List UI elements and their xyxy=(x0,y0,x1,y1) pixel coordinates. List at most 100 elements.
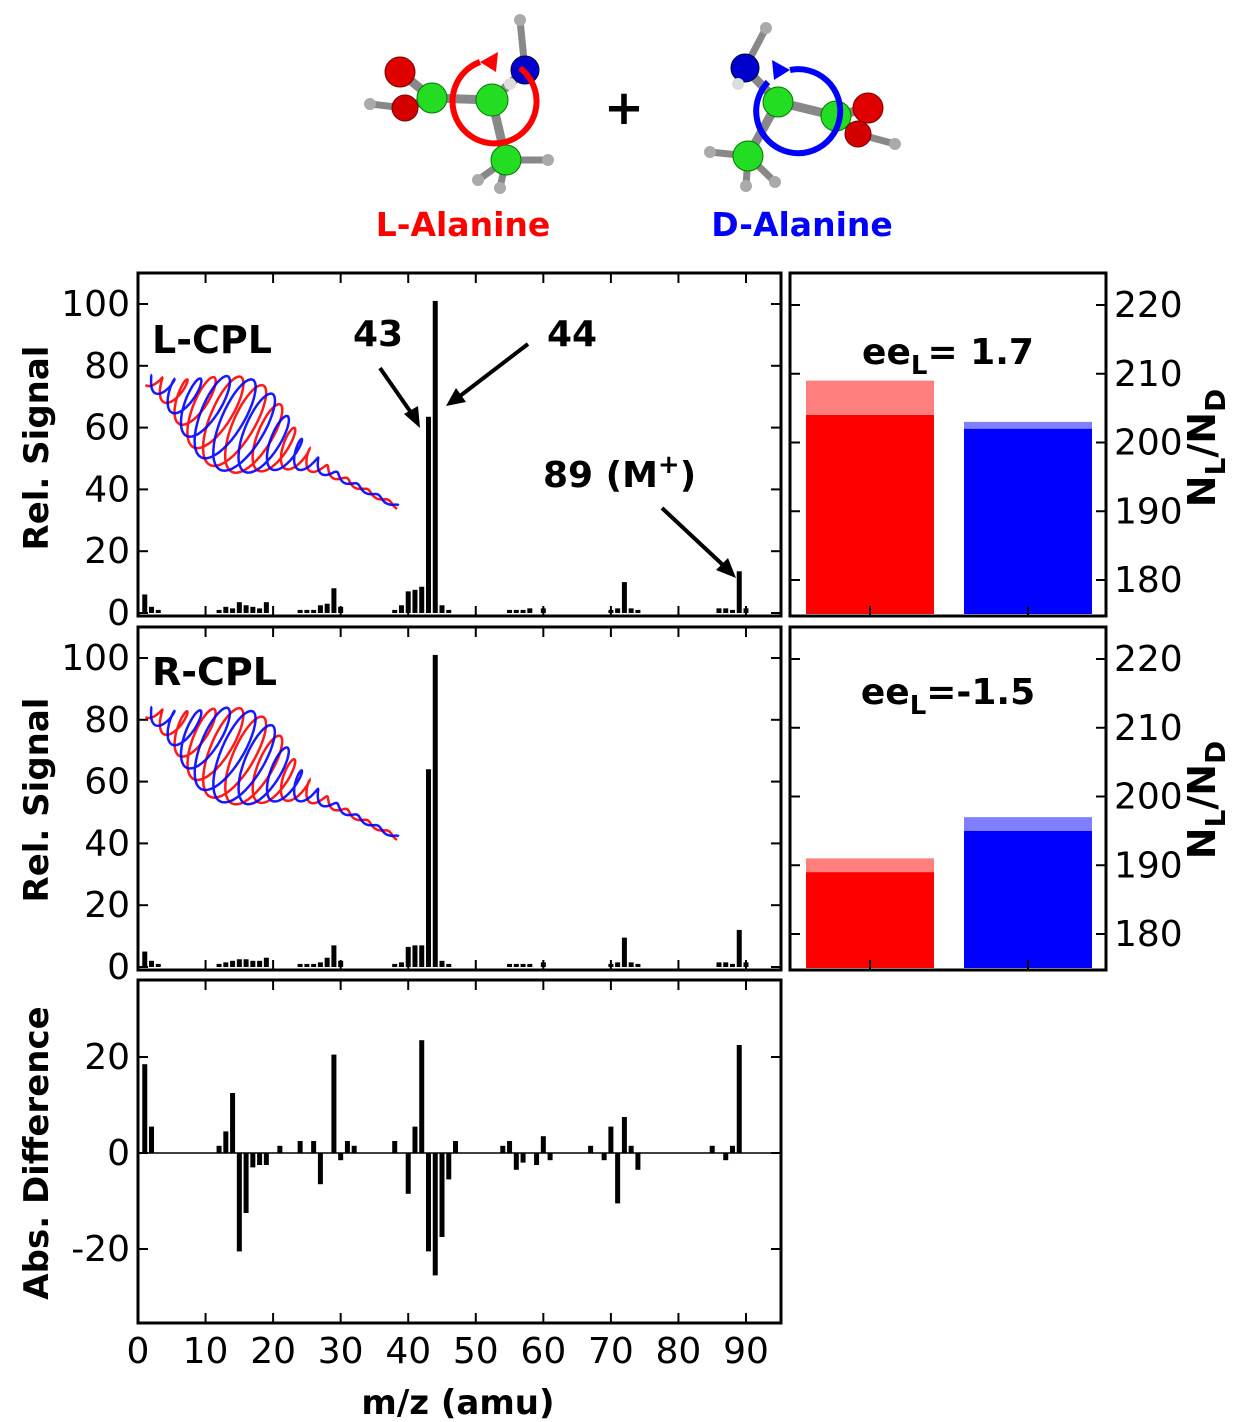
spectrum-bar xyxy=(729,1145,735,1153)
y-tick-label: 0 xyxy=(107,593,130,634)
spectrum-bar xyxy=(507,963,513,967)
difference-frame xyxy=(136,978,783,1325)
spectrum-bar xyxy=(398,605,404,613)
y-tick-label: 180 xyxy=(1114,914,1183,955)
spectrum-bar xyxy=(534,1153,540,1165)
spectrum-bar xyxy=(405,1153,411,1194)
l-cpl-ylabel: Rel. Signal xyxy=(17,346,57,551)
spectrum-bar xyxy=(392,963,398,967)
spectrum-bar xyxy=(223,962,229,967)
spectrum-bar xyxy=(243,605,249,613)
spectrum-bar xyxy=(588,1145,594,1153)
spectrum-bar xyxy=(236,959,242,967)
spectrum-bar xyxy=(392,609,398,613)
spectrum-bar xyxy=(635,1153,641,1170)
y-tick-label: 80 xyxy=(84,346,130,387)
ratio-bar-uncertainty xyxy=(806,858,934,873)
spectrum-bar xyxy=(729,609,735,613)
ratio-bar-uncertainty xyxy=(806,380,934,415)
r-cpl-tag: R-CPL xyxy=(152,650,277,694)
spectrum-bar xyxy=(540,1136,546,1153)
spectrum-bar xyxy=(513,609,519,613)
spectrum-bar xyxy=(344,1141,350,1153)
spectrum-bar xyxy=(155,963,161,967)
spectrum-bar xyxy=(304,609,310,613)
spectrum-bar xyxy=(257,1153,263,1165)
spectrum-bar xyxy=(311,963,317,967)
peak-44-label: 44 xyxy=(547,314,597,355)
y-tick-label: 20 xyxy=(84,885,130,926)
spectrum-bar xyxy=(425,416,431,613)
y-tick-label: 60 xyxy=(84,408,130,449)
wave-strand xyxy=(149,373,400,507)
x-tick-label: 20 xyxy=(250,1331,296,1372)
y-tick-label: 40 xyxy=(84,469,130,510)
spectrum-bar xyxy=(398,962,404,967)
ratio-bar-l xyxy=(806,872,934,968)
spectrum-bar xyxy=(250,1153,256,1168)
ratio-bar-d xyxy=(964,428,1092,614)
ratio-bar-l xyxy=(806,415,934,614)
peak-44-arrow xyxy=(446,342,530,406)
r-cpl-ylabel: Rel. Signal xyxy=(17,698,57,903)
r-cpl-light-wave-icon xyxy=(144,705,400,841)
spectrum-bar xyxy=(628,1145,634,1153)
spectrum-bar xyxy=(142,951,148,967)
y-tick-label: 190 xyxy=(1114,491,1183,532)
spectrum-bar xyxy=(230,608,236,613)
spectrum-bar xyxy=(324,603,330,613)
l-alanine-molecule-icon xyxy=(364,14,554,194)
x-tick-label: 80 xyxy=(656,1331,702,1372)
peak-43-arrow xyxy=(378,366,420,428)
r-cpl-ratio-frame xyxy=(788,625,1108,972)
spectrum-bar xyxy=(615,1153,621,1204)
spectrum-bar xyxy=(716,962,722,967)
y-tick-label: 190 xyxy=(1114,845,1183,886)
x-tick-label: 90 xyxy=(723,1331,769,1372)
spectrum-bar xyxy=(716,608,722,613)
spectrum-bar xyxy=(149,606,155,613)
y-tick-label: 80 xyxy=(84,700,130,741)
r-cpl-spectrum: 0 20 40 60 80 100 xyxy=(61,627,781,988)
peak-89-arrow xyxy=(660,506,736,578)
y-tick-label: 100 xyxy=(61,284,130,325)
r-cpl-ee-label: eeL=-1.5 xyxy=(861,672,1035,721)
y-tick-label: 60 xyxy=(84,762,130,803)
l-cpl-ee-label: eeL= 1.7 xyxy=(862,332,1034,381)
y-tick-label: 180 xyxy=(1114,560,1183,601)
spectrum-bar xyxy=(453,1141,459,1153)
x-tick-label: 10 xyxy=(183,1331,229,1372)
spectrum-bar xyxy=(331,588,337,613)
spectrum-bar xyxy=(520,1153,526,1163)
spectrum-bar xyxy=(439,605,445,613)
spectrum-bar xyxy=(446,609,452,613)
spectrum-bar xyxy=(621,937,627,967)
spectrum-bar xyxy=(419,945,425,967)
spectrum-bar xyxy=(223,1131,229,1153)
l-cpl-ratio-ylabel: NL/ND xyxy=(1180,389,1232,508)
spectrum-bar xyxy=(243,1153,249,1213)
spectrum-bar xyxy=(628,962,634,967)
difference-spectrum: -20 0 20 0 10 20 30 40 50 60 70 80 90 xyxy=(71,980,781,1372)
d-alanine-label: D-Alanine xyxy=(711,205,893,244)
l-cpl-tag: L-CPL xyxy=(152,318,272,362)
spectrum-bar xyxy=(317,962,323,967)
spectrum-bar xyxy=(527,608,533,613)
y-tick-label: 210 xyxy=(1114,354,1183,395)
spectrum-bar xyxy=(331,945,337,967)
spectrum-bar xyxy=(723,1153,729,1161)
spectrum-bar xyxy=(142,594,148,613)
spectrum-bar xyxy=(149,1126,155,1153)
spectrum-bar xyxy=(236,1153,242,1252)
y-tick-label: 20 xyxy=(84,531,130,572)
spectrum-bar xyxy=(317,1153,323,1185)
spectrum-bar xyxy=(635,963,641,967)
l-cpl-spectrum: 0 20 40 60 80 100 xyxy=(61,273,781,634)
spectrum-bar xyxy=(621,582,627,613)
wave-strand xyxy=(144,706,398,841)
xlabel: m/z (amu) xyxy=(361,1383,554,1422)
spectrum-bar xyxy=(250,606,256,613)
spectrum-bar xyxy=(527,963,533,967)
spectrum-bar xyxy=(635,609,641,613)
y-tick-label: 220 xyxy=(1114,639,1183,680)
